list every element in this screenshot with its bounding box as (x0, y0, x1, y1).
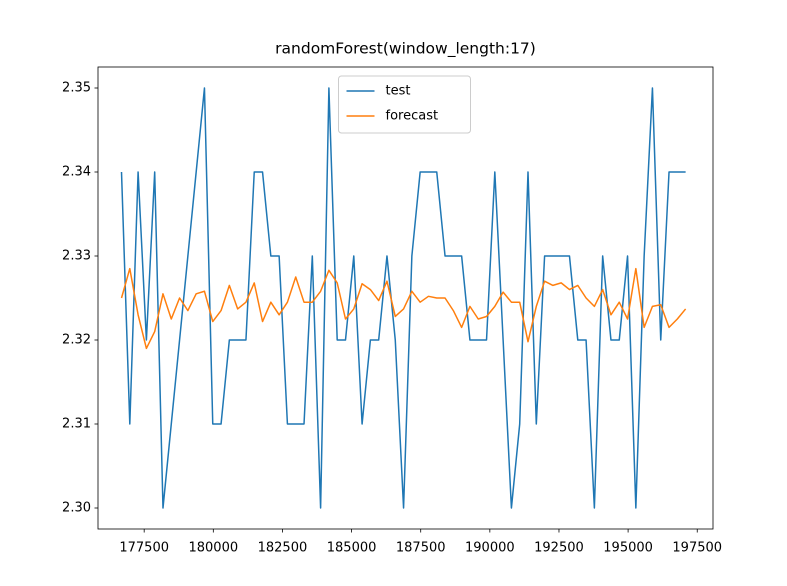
y-tick-label: 2.30 (62, 501, 91, 516)
x-tick-label: 180000 (188, 541, 238, 556)
data-line (120, 87, 686, 509)
y-tick-label: 2.34 (62, 165, 91, 180)
axes-frame (97, 66, 714, 530)
legend-label: forecast (386, 109, 439, 124)
y-tick-label: 2.31 (62, 417, 91, 432)
x-tick-label: 185000 (327, 541, 377, 556)
chart-title: randomForest(window_length:17) (275, 40, 536, 59)
x-tick-label: 192500 (534, 541, 584, 556)
legend-label: test (386, 84, 411, 99)
y-tick-label: 2.32 (62, 333, 91, 348)
x-tick-label: 190000 (465, 541, 515, 556)
x-tick-label: 195000 (603, 541, 653, 556)
data-line (120, 267, 687, 350)
y-tick-label: 2.35 (62, 81, 91, 96)
x-tick-label: 187500 (396, 541, 446, 556)
x-tick-label: 182500 (258, 541, 308, 556)
x-tick-label: 177500 (119, 541, 169, 556)
y-tick-label: 2.33 (62, 249, 91, 264)
x-tick-label: 197500 (672, 541, 722, 556)
